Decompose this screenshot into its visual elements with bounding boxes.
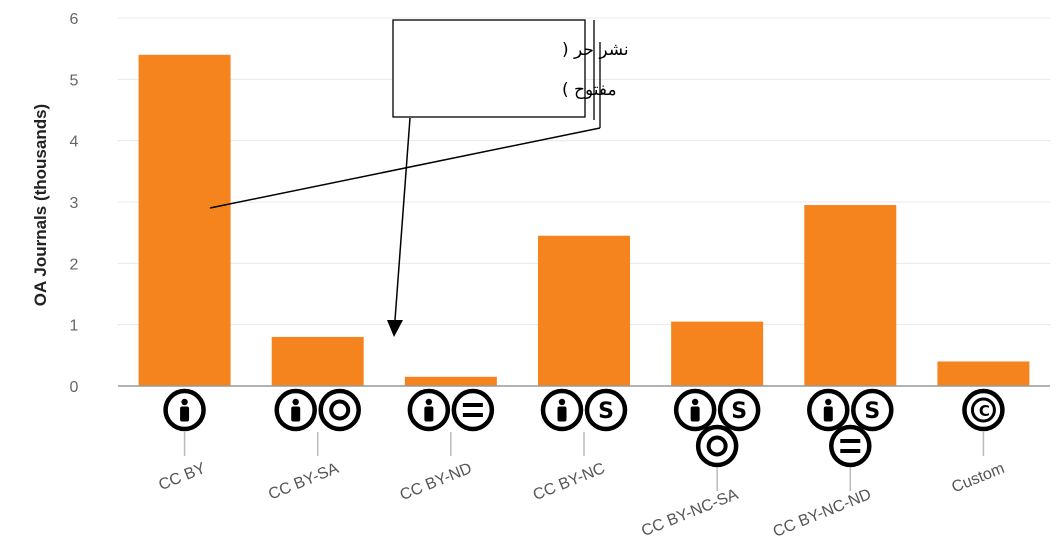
bar: [937, 361, 1030, 386]
by-icon: [407, 388, 451, 432]
x-tick-label: CC BY-ND: [398, 460, 475, 504]
nc-icon: S: [851, 388, 894, 432]
y-tick-label: 1: [70, 318, 79, 335]
y-tick-label: 5: [70, 72, 79, 89]
bar: [271, 336, 364, 386]
sa-icon: [318, 388, 361, 432]
bar: [404, 376, 497, 386]
y-ticks: 0 1 2 3 4 5 6: [70, 11, 79, 396]
by-icon: [163, 388, 206, 432]
bar: [804, 205, 897, 386]
callout-arrow-line: [394, 117, 411, 321]
y-axis-label: OA Journals (thousands): [31, 104, 50, 306]
y-tick-label: 3: [70, 195, 79, 212]
nd-icon: [829, 424, 872, 468]
bar: [538, 235, 630, 386]
bars: [138, 54, 1030, 387]
svg-text:C: C: [979, 402, 990, 420]
y-tick-label: 6: [70, 11, 79, 28]
callout-leader-line: [209, 127, 601, 209]
nd-icon: [451, 388, 495, 432]
nc-icon: S: [717, 388, 761, 432]
by-icon: [540, 388, 584, 432]
x-ticks: CC BY CC BY-SA CC BY-ND CC BY-NC CC BY-NC-SA…: [156, 432, 1007, 541]
callout-line-2: مفتوح ): [562, 80, 617, 100]
svg-text:S: S: [864, 399, 880, 424]
nc-icon: S: [584, 388, 628, 432]
svg-text:S: S: [731, 399, 747, 424]
callout-arrowhead: [387, 320, 403, 337]
sa-icon: [695, 424, 739, 468]
bar: [138, 54, 231, 387]
x-tick-label: CC BY: [156, 460, 208, 494]
by-icon: [274, 388, 317, 432]
x-tick-label: CC BY-SA: [266, 460, 341, 504]
callout-box: [392, 19, 586, 118]
callout-line-1: نشر حر (: [562, 40, 629, 60]
x-tick-label: CC BY-NC: [531, 460, 608, 504]
copyright-icon: C: [962, 388, 1005, 432]
x-tick-label: CC BY-NC-SA: [639, 486, 741, 540]
bar: [671, 321, 764, 386]
by-icon: [807, 388, 850, 432]
y-tick-label: 0: [70, 379, 79, 396]
svg-text:S: S: [598, 399, 614, 424]
by-icon: [673, 388, 717, 432]
y-tick-label: 4: [70, 134, 79, 151]
x-tick-label: CC BY-NC-ND: [771, 486, 874, 541]
y-tick-label: 2: [70, 256, 79, 273]
callout: نشر حر ( مفتوح ): [209, 19, 629, 337]
x-tick-label: Custom: [949, 460, 1006, 496]
